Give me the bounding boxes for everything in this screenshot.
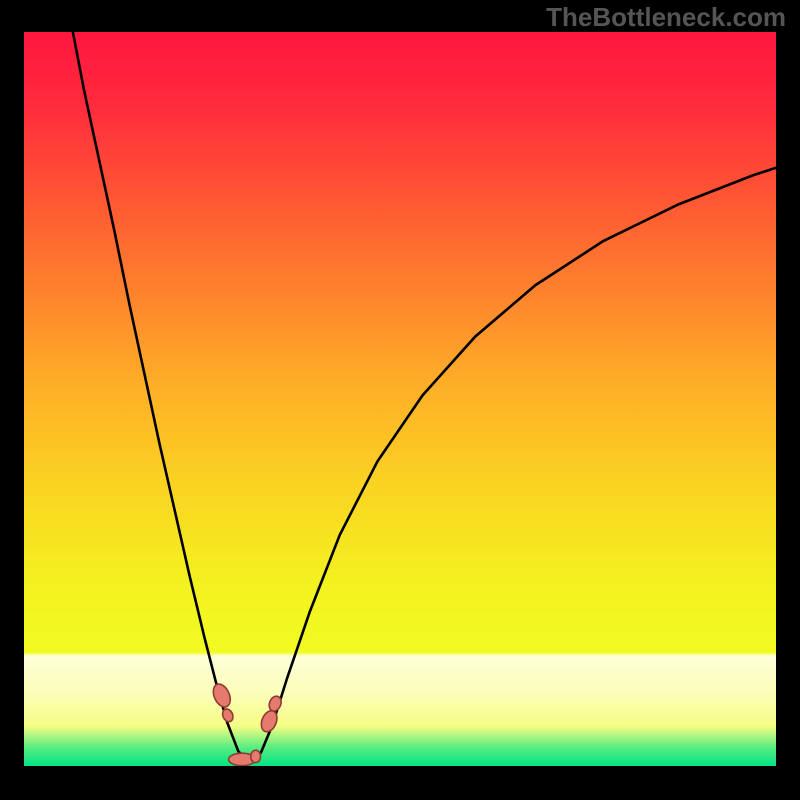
marker — [251, 750, 261, 762]
gradient-bg — [24, 32, 776, 766]
watermark: TheBottleneck.com — [546, 2, 786, 33]
chart-svg — [24, 32, 776, 766]
plot-area — [24, 32, 776, 766]
